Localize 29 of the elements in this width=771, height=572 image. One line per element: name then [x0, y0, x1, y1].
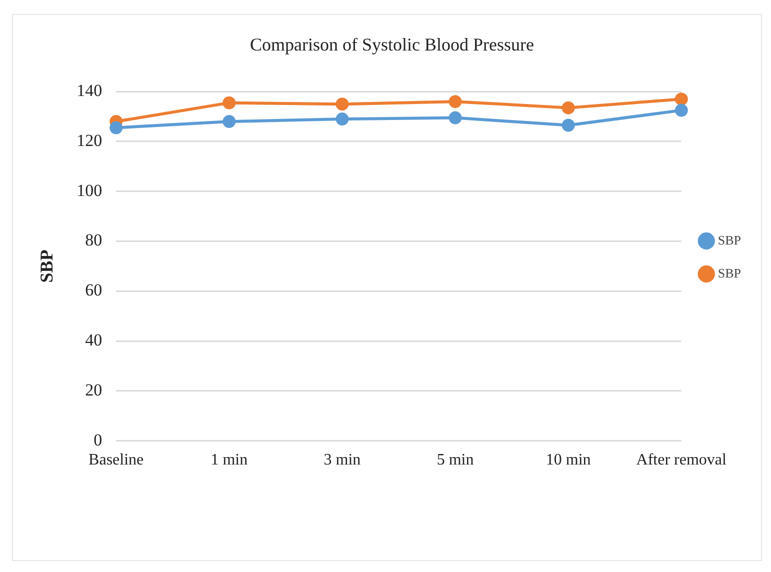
y-tick-label: 0 [94, 430, 102, 450]
point [674, 104, 688, 117]
legend-label: SBP [718, 232, 742, 248]
y-tick-label: 120 [76, 130, 102, 150]
y-tick-label: 60 [85, 280, 102, 300]
point [448, 95, 462, 108]
point [674, 92, 688, 106]
point [110, 121, 123, 134]
point [222, 115, 236, 128]
x-tick-label: After removal [636, 452, 728, 469]
point [336, 98, 349, 111]
point [448, 111, 462, 124]
y-tick-label: 100 [76, 180, 102, 200]
y-tick-label: 40 [85, 330, 102, 350]
x-tick-label: 10 min [546, 452, 591, 469]
point [222, 96, 236, 110]
x-tick-label: 3 min [324, 452, 361, 469]
x-tick-label: Baseline [88, 452, 144, 469]
x-tick-label: 1 min [210, 452, 248, 469]
y-tick-label: 20 [85, 380, 102, 400]
point [562, 118, 575, 132]
point [562, 101, 575, 114]
y-axis-title: SBP [36, 250, 56, 283]
chart-title: Comparison of Systolic Blood Pressure [250, 34, 534, 55]
y-tick-label: 80 [85, 230, 102, 250]
y-tick-label: 140 [76, 81, 102, 100]
point [336, 112, 349, 126]
legend-label: SBP [718, 265, 742, 280]
x-tick-label: 5 min [436, 452, 474, 469]
